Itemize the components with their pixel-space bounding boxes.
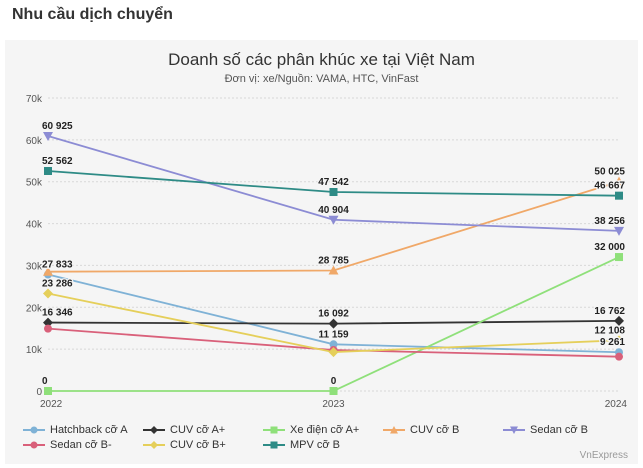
data-label: 16 762: [594, 306, 625, 317]
data-point: [43, 266, 53, 276]
y-tick-label: 20k: [26, 303, 43, 314]
legend-item[interactable]: MPV cỡ B: [263, 439, 383, 451]
y-tick-label: 30k: [26, 261, 43, 272]
legend-label: CUV cỡ B: [410, 424, 460, 436]
y-tick-label: 70k: [26, 94, 43, 105]
legend-label: Sedan cỡ B-: [50, 439, 112, 451]
data-label: 52 562: [42, 156, 73, 167]
data-point: [44, 166, 52, 175]
chart-legend: Hatchback cỡ A CUV cỡ A+ Xe điện cỡ A+ CUV …: [23, 424, 633, 451]
data-point: [615, 191, 623, 200]
data-label: 11 159: [318, 329, 348, 340]
legend-label: Xe điện cỡ A+: [290, 424, 360, 436]
legend-swatch: [23, 441, 45, 449]
legend-swatch: [263, 426, 285, 434]
source-credit: VnExpress: [579, 450, 628, 461]
data-point: [328, 347, 339, 358]
data-label: 46 667: [594, 181, 625, 192]
data-point: [615, 352, 623, 361]
data-label: 12 108: [594, 325, 625, 336]
legend-item[interactable]: Xe điện cỡ A+: [263, 424, 383, 436]
data-point: [329, 188, 338, 197]
data-label: 50 025: [594, 167, 625, 178]
data-label: 0: [42, 376, 48, 387]
data-point: [328, 318, 339, 329]
data-point: [614, 176, 624, 186]
x-tick-label: 2023: [322, 399, 345, 410]
legend-swatch: [143, 426, 165, 434]
data-label: 16 346: [42, 308, 73, 319]
chart-container: Doanh số các phân khúc xe tại Việt Nam Đ…: [5, 40, 638, 464]
y-tick-label: 40k: [26, 220, 43, 231]
legend-label: Hatchback cỡ A: [50, 424, 128, 436]
data-point: [329, 387, 338, 395]
y-tick-label: 60k: [26, 136, 43, 147]
data-point: [44, 387, 52, 395]
data-point: [614, 335, 624, 346]
y-tick-label: 10k: [26, 345, 43, 356]
x-tick-label: 2024: [605, 399, 628, 410]
legend-label: MPV cỡ B: [290, 439, 340, 451]
data-label: 16 092: [318, 309, 349, 320]
chart-plot: 0 10k 20k 30k 40k 50k 60k 70k 2022 2023 2024 27 833…: [26, 94, 628, 410]
legend-swatch: [383, 426, 405, 434]
data-label: 0: [331, 376, 337, 387]
data-point: [328, 265, 339, 275]
data-label: 60 925: [42, 121, 73, 132]
legend-swatch: [503, 426, 525, 434]
legend-label: CUV cỡ B+: [170, 439, 226, 451]
chart-subtitle: Đơn vị: xe/Nguồn: VAMA, HTC, VinFast: [224, 73, 419, 85]
legend-item[interactable]: CUV cỡ A+: [143, 424, 263, 436]
data-label: 27 833: [42, 259, 73, 270]
data-point: [614, 226, 624, 236]
data-point: [43, 317, 53, 328]
data-label: 38 256: [594, 216, 625, 227]
legend-item[interactable]: Sedan cỡ B: [503, 424, 623, 436]
data-point: [329, 340, 338, 349]
legend-item[interactable]: CUV cỡ B: [383, 424, 503, 436]
data-label: 28 785: [318, 256, 349, 267]
x-tick-label: 2022: [40, 399, 63, 410]
data-point: [614, 315, 624, 326]
data-label: 32 000: [594, 242, 625, 253]
legend-item[interactable]: Hatchback cỡ A: [23, 424, 143, 436]
data-point: [44, 324, 52, 333]
legend-item[interactable]: Sedan cỡ B-: [23, 439, 143, 451]
page-heading: Nhu cầu dịch chuyển: [12, 6, 173, 23]
data-label: 47 542: [318, 177, 349, 188]
data-point: [615, 253, 623, 262]
data-label: 23 286: [42, 279, 73, 290]
y-tick-label: 0: [36, 387, 42, 398]
legend-swatch: [23, 426, 45, 434]
data-point: [43, 131, 53, 141]
legend-swatch: [263, 441, 285, 449]
legend-label: Sedan cỡ B: [530, 424, 588, 436]
legend-item[interactable]: CUV cỡ B+: [143, 439, 263, 451]
data-label: 40 904: [318, 205, 349, 216]
legend-label: CUV cỡ A+: [170, 424, 226, 436]
chart-title: Doanh số các phân khúc xe tại Việt Nam: [168, 50, 475, 69]
data-label: 9 261: [600, 337, 625, 348]
y-tick-label: 50k: [26, 178, 43, 189]
legend-swatch: [143, 441, 165, 449]
data-point: [328, 215, 339, 225]
data-point: [43, 288, 53, 299]
